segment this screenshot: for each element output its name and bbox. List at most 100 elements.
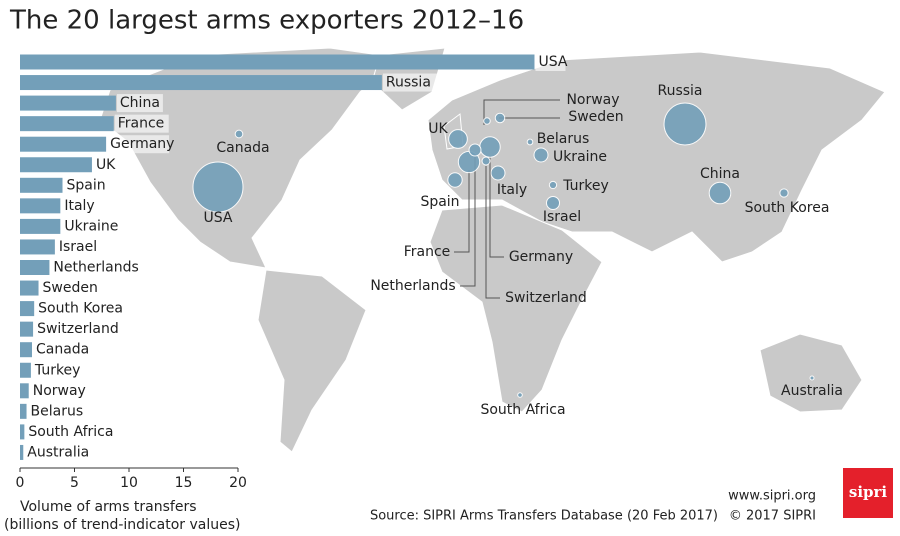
bar-label: Belarus xyxy=(31,403,84,419)
bar xyxy=(20,218,61,234)
map-bubble xyxy=(448,129,468,149)
label-bg xyxy=(39,279,94,298)
x-tick-label: 15 xyxy=(175,475,193,491)
map-label: Italy xyxy=(497,182,527,198)
africa xyxy=(429,204,603,413)
bar xyxy=(20,444,24,460)
map-bubble xyxy=(483,117,491,125)
map-bubble xyxy=(663,102,707,146)
map-label: Belarus xyxy=(537,131,590,147)
logo: sipri xyxy=(849,483,888,501)
bar-label: China xyxy=(120,95,160,111)
world-map xyxy=(99,47,886,453)
bar xyxy=(20,403,27,419)
bar xyxy=(20,198,61,214)
bar xyxy=(20,239,55,255)
label-bg xyxy=(107,135,170,154)
bar xyxy=(20,157,92,173)
bar xyxy=(20,424,25,440)
x-tick-label: 5 xyxy=(70,475,79,491)
map-bubble xyxy=(548,180,558,190)
bar-label: Netherlands xyxy=(53,260,138,276)
label-bg xyxy=(35,299,130,318)
bar xyxy=(20,301,35,317)
bar-label: Israel xyxy=(59,239,97,255)
bar-label: Ukraine xyxy=(64,218,118,234)
label-bg xyxy=(25,422,128,441)
bar xyxy=(20,260,50,275)
x-tick-label: 20 xyxy=(229,475,247,491)
source: Source: SIPRI Arms Transfers Database (2… xyxy=(370,509,718,524)
map-label: UK xyxy=(428,121,448,137)
map-label: South Korea xyxy=(745,200,830,216)
bar-label: Russia xyxy=(386,75,431,91)
logo-box xyxy=(843,468,893,518)
south-america xyxy=(257,269,367,453)
bar xyxy=(20,75,382,91)
map-bubble xyxy=(490,165,506,181)
label-bg xyxy=(116,94,163,113)
website: www.sipri.org xyxy=(728,489,816,504)
map-bubble xyxy=(708,181,732,205)
bar-label: Turkey xyxy=(34,362,81,378)
map-label: Australia xyxy=(781,383,843,399)
map-label: Russia xyxy=(657,83,702,99)
chart-title: The 20 largest arms exporters 2012–16 xyxy=(9,6,524,36)
label-bg xyxy=(114,114,169,133)
bar-label: Spain xyxy=(67,177,106,193)
map-label: France xyxy=(404,244,451,260)
label-bg xyxy=(55,237,110,256)
eurasia xyxy=(427,51,886,263)
map-bubble xyxy=(481,156,491,166)
map-label: Spain xyxy=(420,194,459,210)
map-bubble xyxy=(479,136,501,158)
bar-label: France xyxy=(118,116,165,132)
label-bg xyxy=(32,340,87,359)
map-label: Norway xyxy=(566,92,619,108)
bar xyxy=(20,177,63,193)
bar xyxy=(20,54,535,70)
label-bg xyxy=(50,258,145,277)
map-label: Germany xyxy=(509,249,573,265)
copyright: © 2017 SIPRI xyxy=(729,509,816,524)
bar-label: Switzerland xyxy=(37,321,119,337)
label-bg xyxy=(61,196,108,215)
bar xyxy=(20,383,29,399)
label-bg xyxy=(382,73,437,92)
label-bg xyxy=(61,217,124,236)
map-label: USA xyxy=(204,210,233,226)
map-label: China xyxy=(700,166,740,182)
x-axis-label: Volume of arms transfers xyxy=(20,499,197,515)
map-bubble xyxy=(234,129,244,139)
map-bubble xyxy=(545,195,561,211)
map-bubble xyxy=(447,172,463,188)
australia xyxy=(759,333,863,413)
bar-label: UK xyxy=(96,157,116,173)
map-label: Turkey xyxy=(562,178,609,194)
label-bg xyxy=(24,443,103,462)
map-label: Israel xyxy=(543,209,581,225)
map-bubble xyxy=(517,392,523,398)
leader-lines xyxy=(454,99,560,299)
map-bubble xyxy=(809,375,815,381)
bar xyxy=(20,362,31,378)
label-bg xyxy=(27,402,90,421)
map-label: Sweden xyxy=(568,109,623,125)
x-tick-label: 10 xyxy=(120,475,138,491)
bar xyxy=(20,116,114,132)
label-bg xyxy=(31,361,86,380)
x-axis-label: (billions of trend-indicator values) xyxy=(4,517,240,533)
map-bubble xyxy=(779,188,789,198)
bar-label: USA xyxy=(538,54,567,70)
label-bg xyxy=(34,320,129,339)
bar xyxy=(20,95,116,111)
bar-label: Norway xyxy=(33,383,86,399)
map-label: Netherlands xyxy=(370,278,455,294)
map-bubble xyxy=(192,161,244,213)
label-bg xyxy=(29,381,84,400)
bar-label: Sweden xyxy=(43,280,98,296)
map-label: Ukraine xyxy=(553,149,607,165)
label-bg xyxy=(92,155,115,174)
map-label: Switzerland xyxy=(505,290,587,306)
